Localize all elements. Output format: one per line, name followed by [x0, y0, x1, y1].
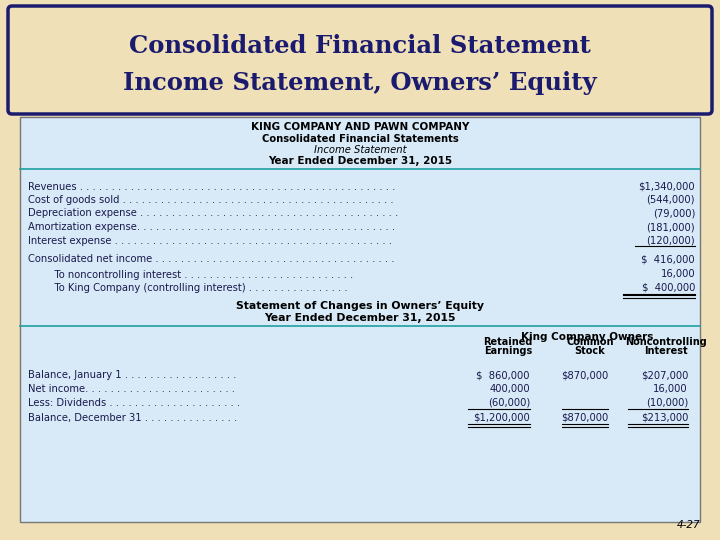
Text: Consolidated Financial Statement: Consolidated Financial Statement	[129, 34, 591, 58]
Text: King Company Owners: King Company Owners	[521, 332, 653, 342]
Text: $213,000: $213,000	[641, 413, 688, 423]
Text: (10,000): (10,000)	[646, 397, 688, 408]
Text: Revenues . . . . . . . . . . . . . . . . . . . . . . . . . . . . . . . . . . . .: Revenues . . . . . . . . . . . . . . . .…	[28, 181, 395, 192]
Text: Earnings: Earnings	[484, 346, 532, 356]
Text: Statement of Changes in Owners’ Equity: Statement of Changes in Owners’ Equity	[236, 301, 484, 311]
Text: (79,000): (79,000)	[652, 208, 695, 219]
Text: Less: Dividends . . . . . . . . . . . . . . . . . . . . .: Less: Dividends . . . . . . . . . . . . …	[28, 397, 240, 408]
Text: KING COMPANY AND PAWN COMPANY: KING COMPANY AND PAWN COMPANY	[251, 122, 469, 132]
Text: Depreciation expense . . . . . . . . . . . . . . . . . . . . . . . . . . . . . .: Depreciation expense . . . . . . . . . .…	[28, 208, 398, 219]
Text: $870,000: $870,000	[561, 413, 608, 423]
Text: Year Ended December 31, 2015: Year Ended December 31, 2015	[264, 313, 456, 323]
Text: $1,200,000: $1,200,000	[473, 413, 530, 423]
Text: Balance, December 31 . . . . . . . . . . . . . . .: Balance, December 31 . . . . . . . . . .…	[28, 413, 238, 423]
Text: 400,000: 400,000	[490, 384, 530, 394]
Text: Year Ended December 31, 2015: Year Ended December 31, 2015	[268, 156, 452, 166]
FancyBboxPatch shape	[8, 6, 712, 114]
Text: (60,000): (60,000)	[487, 397, 530, 408]
Bar	[20, 117, 700, 522]
Text: Stock: Stock	[575, 346, 606, 356]
Text: Common: Common	[566, 337, 613, 347]
Text: 4-27: 4-27	[676, 520, 700, 530]
Text: $  400,000: $ 400,000	[642, 283, 695, 293]
Text: Balance, January 1 . . . . . . . . . . . . . . . . . .: Balance, January 1 . . . . . . . . . . .…	[28, 370, 236, 381]
Text: Consolidated Financial Statements: Consolidated Financial Statements	[261, 134, 459, 144]
Text: (120,000): (120,000)	[647, 235, 695, 246]
Text: To noncontrolling interest . . . . . . . . . . . . . . . . . . . . . . . . . . .: To noncontrolling interest . . . . . . .…	[42, 269, 354, 280]
Text: Interest expense . . . . . . . . . . . . . . . . . . . . . . . . . . . . . . . .: Interest expense . . . . . . . . . . . .…	[28, 235, 392, 246]
Text: Noncontrolling: Noncontrolling	[625, 337, 707, 347]
Text: Consolidated net income . . . . . . . . . . . . . . . . . . . . . . . . . . . . : Consolidated net income . . . . . . . . …	[28, 254, 395, 264]
Text: Amortization expense. . . . . . . . . . . . . . . . . . . . . . . . . . . . . . : Amortization expense. . . . . . . . . . …	[28, 222, 395, 232]
Text: Interest: Interest	[644, 346, 688, 356]
Text: $  860,000: $ 860,000	[477, 370, 530, 381]
Text: Net income. . . . . . . . . . . . . . . . . . . . . . . .: Net income. . . . . . . . . . . . . . . …	[28, 384, 235, 394]
Text: Cost of goods sold . . . . . . . . . . . . . . . . . . . . . . . . . . . . . . .: Cost of goods sold . . . . . . . . . . .…	[28, 195, 394, 205]
Text: Income Statement: Income Statement	[314, 145, 406, 155]
Text: $870,000: $870,000	[561, 370, 608, 381]
Text: To King Company (controlling interest) . . . . . . . . . . . . . . . .: To King Company (controlling interest) .…	[42, 283, 348, 293]
Text: Income Statement, Owners’ Equity: Income Statement, Owners’ Equity	[123, 71, 597, 95]
Text: $207,000: $207,000	[641, 370, 688, 381]
Text: $1,340,000: $1,340,000	[639, 181, 695, 192]
Text: Retained: Retained	[483, 337, 533, 347]
Text: (181,000): (181,000)	[647, 222, 695, 232]
Text: 16,000: 16,000	[653, 384, 688, 394]
Text: $  416,000: $ 416,000	[642, 254, 695, 264]
Text: (544,000): (544,000)	[647, 195, 695, 205]
Text: 16,000: 16,000	[660, 269, 695, 280]
